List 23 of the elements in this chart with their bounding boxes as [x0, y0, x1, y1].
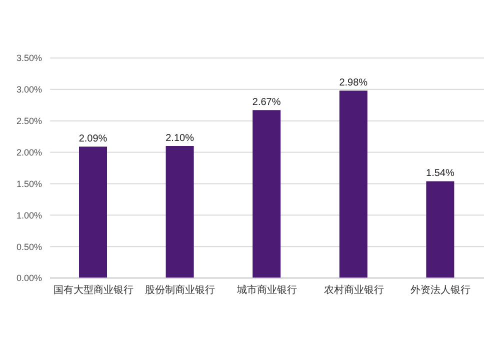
y-tick-label: 1.00% — [16, 210, 42, 220]
y-tick-label: 1.50% — [16, 178, 42, 189]
data-label: 2.67% — [252, 97, 281, 108]
x-tick-label: 外资法人银行 — [410, 284, 471, 296]
y-tick-label: 2.50% — [16, 116, 42, 126]
data-label: 2.09% — [78, 134, 108, 145]
data-label: 2.10% — [166, 133, 194, 144]
y-tick-label: 0.00% — [16, 273, 42, 284]
bar — [252, 110, 281, 278]
data-label: 1.54% — [426, 168, 454, 180]
x-tick-label: 股份制商业银行 — [145, 284, 216, 296]
y-tick-label: 2.00% — [16, 147, 42, 158]
bar — [339, 90, 368, 278]
y-tick-label: 3.00% — [16, 84, 42, 95]
y-tick-label: 0.50% — [16, 242, 42, 252]
bar — [79, 146, 107, 278]
bar — [166, 146, 194, 278]
x-tick-label: 农村商业银行 — [324, 284, 384, 296]
x-tick-label: 城市商业银行 — [236, 284, 297, 296]
bar — [426, 181, 454, 278]
data-label: 2.98% — [339, 78, 368, 89]
x-tick-label: 国有大型商业银行 — [53, 284, 134, 296]
y-tick-label: 3.50% — [16, 53, 42, 64]
